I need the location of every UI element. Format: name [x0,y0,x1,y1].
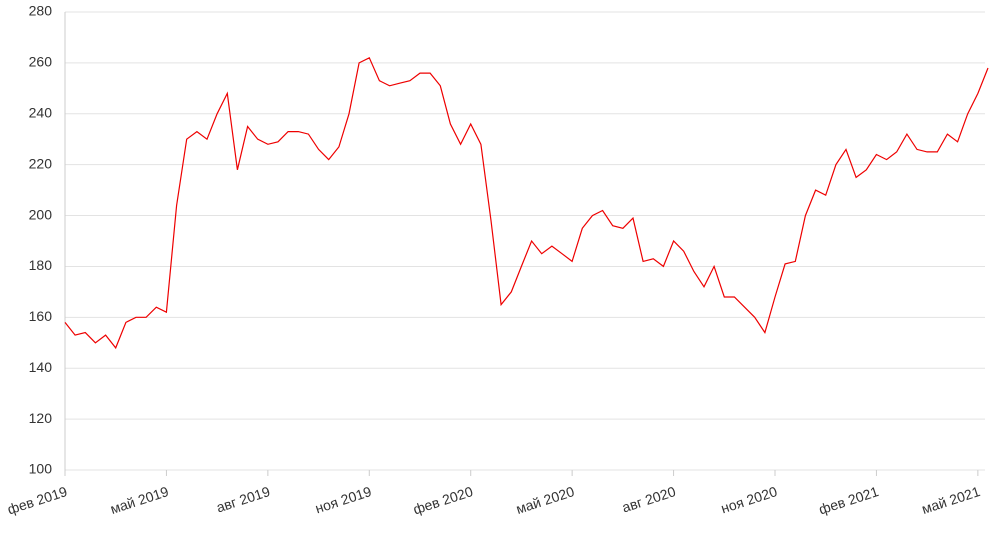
line [64,56,989,350]
x-tick-label: авг 2019 [214,483,272,515]
y-tick-label: 120 [29,410,53,426]
x-tick-label: май 2020 [514,483,576,517]
x-tick-label: май 2019 [108,483,170,517]
x-tick-label: фев 2021 [817,483,881,517]
y-tick-label: 200 [29,206,53,222]
x-tick-label: май 2021 [920,483,982,517]
y-tick-label: 100 [29,461,53,477]
y-tick-label: 160 [29,308,53,324]
y-tick-label: 240 [29,104,53,120]
y-tick-label: 140 [29,359,53,375]
x-tick-label: ноя 2020 [719,483,779,516]
y-tick-label: 260 [29,54,53,70]
x-tick-label: фев 2019 [5,483,69,517]
y-tick-label: 180 [29,257,53,273]
y-tick-label: 280 [29,3,53,19]
x-tick-label: ноя 2019 [313,483,373,516]
x-tick-label: фев 2020 [411,483,475,517]
x-tick-label: авг 2020 [620,483,678,515]
y-tick-label: 220 [29,155,53,171]
